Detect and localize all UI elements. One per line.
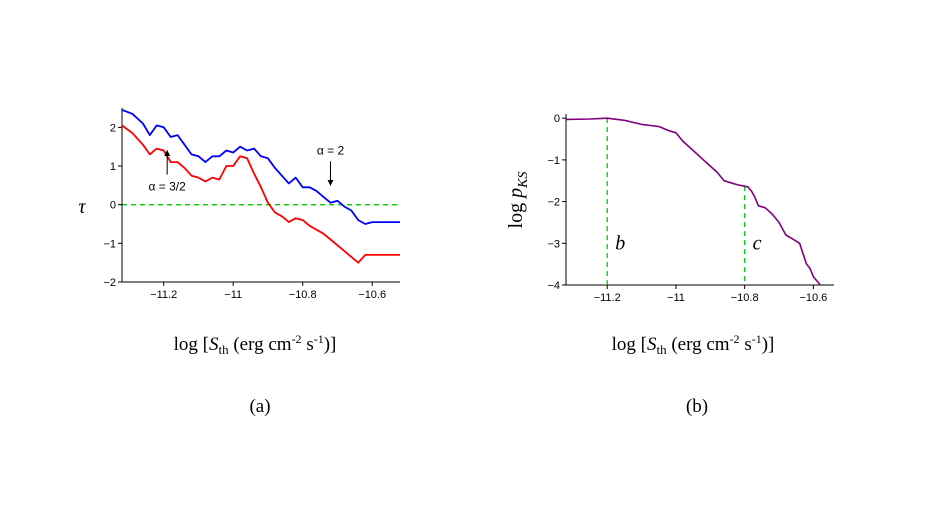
panel-a-ytick-label: 1 xyxy=(110,161,116,173)
panel-b-xtick-label: −10.6 xyxy=(799,292,827,304)
panel-a-xtick-label: −11 xyxy=(224,289,242,301)
panel-a-ytick-label: −2 xyxy=(103,277,116,289)
panel-b-series-pks xyxy=(565,117,821,286)
panel-a-xtick-label: −11.2 xyxy=(150,289,177,301)
panel-a-xtick-label: −10.8 xyxy=(289,289,317,301)
panel-a-series-alpha-3-2 xyxy=(121,124,400,264)
panel-b-ytick-label: −3 xyxy=(547,238,560,250)
panel-a-annotation-alpha-2: α = 2 xyxy=(317,143,345,157)
panel-a-ytick-label: 0 xyxy=(110,200,116,212)
panel-b-xtick-label: −10.8 xyxy=(731,292,759,304)
panel-b-xtick-label: −11 xyxy=(667,292,685,304)
panel-a-annotation-alpha-3-2: α = 3/2 xyxy=(149,180,187,194)
panel-a-ytick-label: −1 xyxy=(103,238,116,250)
panel-b-refline-label-c: c xyxy=(753,232,762,254)
panel-a-xtick-label: −10.6 xyxy=(358,289,386,301)
panel-b-caption: (b) xyxy=(686,396,708,417)
panel-a-series-alpha-2 xyxy=(121,109,400,225)
panel-b-ytick-label: 0 xyxy=(554,113,560,125)
panel-b-ylabel: log pKS xyxy=(505,172,531,229)
panel-a-ylabel: τ xyxy=(78,196,86,218)
panel-b-ytick-label: −2 xyxy=(547,197,560,209)
panel-b-refline-label-b: b xyxy=(615,232,625,254)
panel-b-xlabel: log [Sth (erg cm-2 s-1)] xyxy=(612,332,775,357)
panel-b-xtick-label: −11.2 xyxy=(594,292,621,304)
panel-b-chart: −4 −3 −2 −1 0 −11.2 −11 −10.8 −10.6 b c log pKS l… xyxy=(505,113,834,417)
panel-a-xlabel: log [Sth (erg cm-2 s-1)] xyxy=(174,332,337,357)
panel-b-ytick-label: −4 xyxy=(547,280,560,292)
panel-b-ytick-label: −1 xyxy=(547,155,560,167)
panel-a-ytick-label: 2 xyxy=(110,122,116,134)
panel-a-chart: −2 −1 0 1 2 −11.2 −11 −10.8 −10.6 α = 2 α = 3/2 τ… xyxy=(78,108,400,417)
panel-a-caption: (a) xyxy=(249,396,270,417)
